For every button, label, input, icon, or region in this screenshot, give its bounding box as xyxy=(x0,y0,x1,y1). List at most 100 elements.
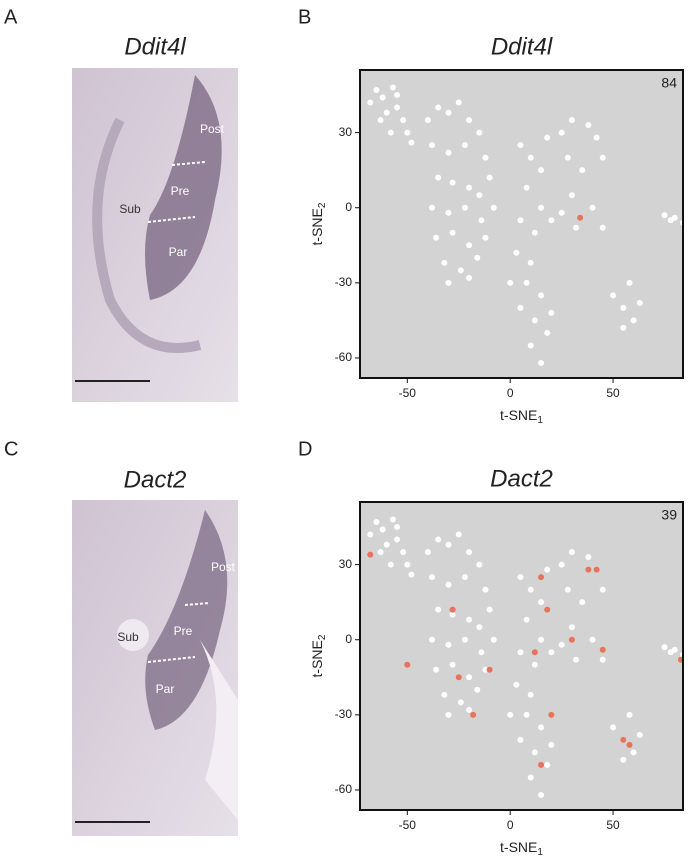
point xyxy=(445,279,452,286)
region-label: Pre xyxy=(174,624,193,638)
point xyxy=(461,142,468,149)
point xyxy=(538,599,545,606)
point xyxy=(589,636,596,643)
point xyxy=(544,134,551,141)
point xyxy=(373,87,380,94)
point xyxy=(548,711,555,718)
point xyxy=(466,674,473,681)
point xyxy=(466,549,473,556)
point xyxy=(373,519,380,526)
point xyxy=(435,104,442,111)
point xyxy=(610,724,617,731)
point xyxy=(523,279,530,286)
point xyxy=(517,736,524,743)
point xyxy=(455,99,462,106)
point xyxy=(455,531,462,538)
point xyxy=(377,549,384,556)
point xyxy=(626,741,633,748)
point xyxy=(394,92,401,99)
point xyxy=(389,516,396,523)
point xyxy=(408,571,415,578)
y-axis-label: t-SNE2 xyxy=(309,634,328,677)
x-tick-label: 50 xyxy=(606,386,620,400)
point xyxy=(558,641,565,648)
point xyxy=(507,711,514,718)
region-label: Par xyxy=(169,245,188,259)
point xyxy=(445,109,452,116)
point xyxy=(466,274,473,281)
point xyxy=(367,551,374,558)
point xyxy=(476,129,483,136)
point xyxy=(455,674,462,681)
point xyxy=(482,234,489,241)
region-label: Sub xyxy=(119,202,141,216)
point xyxy=(661,644,668,651)
point xyxy=(441,691,448,698)
image-title: Dact2 xyxy=(124,466,187,493)
point xyxy=(538,636,545,643)
point xyxy=(585,122,592,129)
image-a xyxy=(72,68,238,402)
panel-label: D xyxy=(298,438,312,460)
region-label: Sub xyxy=(117,630,139,644)
point xyxy=(466,184,473,191)
point xyxy=(400,549,407,556)
y-axis-label-text: t-SNE xyxy=(309,640,325,677)
point xyxy=(599,224,606,231)
point xyxy=(538,292,545,299)
point xyxy=(527,342,534,349)
point xyxy=(482,666,489,673)
x-axis-label: t-SNE1 xyxy=(500,407,543,426)
point xyxy=(610,292,617,299)
point xyxy=(424,117,431,124)
image-c xyxy=(72,500,238,836)
point xyxy=(466,117,473,124)
plot-frame xyxy=(359,69,684,379)
point xyxy=(433,666,440,673)
point xyxy=(449,611,456,618)
point xyxy=(445,209,452,216)
point xyxy=(568,549,575,556)
point xyxy=(435,174,442,181)
point xyxy=(482,586,489,593)
point xyxy=(513,249,520,256)
point xyxy=(593,134,600,141)
point xyxy=(404,561,411,568)
point xyxy=(404,661,411,668)
x-axis-label-text: t-SNE xyxy=(500,839,537,855)
x-axis-label-subscript: 1 xyxy=(537,847,543,858)
point xyxy=(517,304,524,311)
point xyxy=(486,666,493,673)
point xyxy=(548,741,555,748)
point xyxy=(461,204,468,211)
point xyxy=(630,749,637,756)
point xyxy=(564,586,571,593)
point xyxy=(449,229,456,236)
point xyxy=(599,586,606,593)
point xyxy=(620,304,627,311)
point xyxy=(589,204,596,211)
point xyxy=(538,574,545,581)
point xyxy=(527,586,534,593)
point xyxy=(379,94,386,101)
point xyxy=(490,636,497,643)
y-tick-label: -60 xyxy=(335,782,353,796)
point xyxy=(478,217,485,224)
point xyxy=(531,317,538,324)
region-label: Post xyxy=(211,560,236,574)
x-tick-label: 0 xyxy=(507,386,514,400)
point xyxy=(470,711,477,718)
point xyxy=(523,711,530,718)
point xyxy=(531,649,538,656)
point xyxy=(544,566,551,573)
point xyxy=(394,524,401,531)
point xyxy=(429,204,436,211)
point xyxy=(476,624,483,631)
point xyxy=(389,84,396,91)
plot-area xyxy=(360,502,683,810)
point xyxy=(544,761,551,768)
point xyxy=(445,711,452,718)
point xyxy=(548,649,555,656)
point xyxy=(367,531,374,538)
